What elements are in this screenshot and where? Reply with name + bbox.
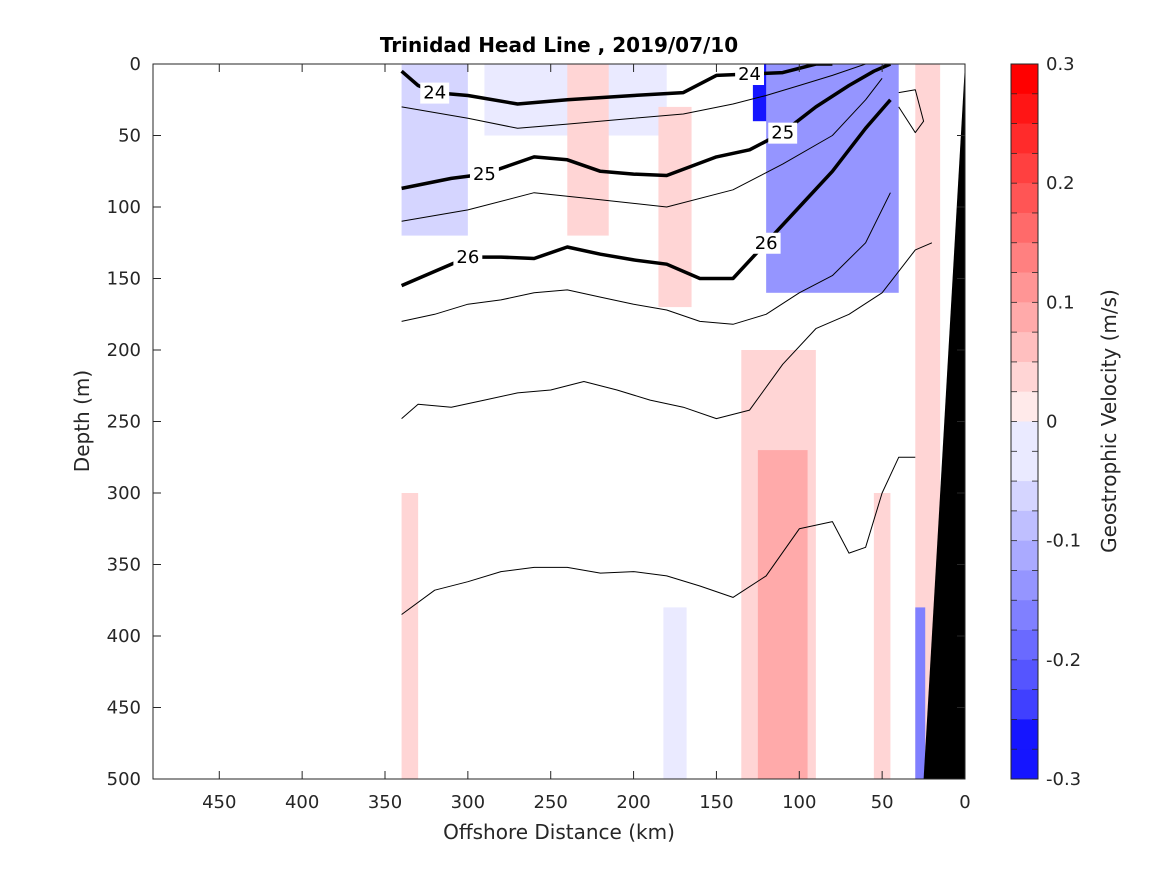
colorbar-level <box>1011 451 1038 482</box>
y-tick-label: 100 <box>107 197 141 218</box>
velocity-patch-8 <box>873 493 891 779</box>
colorbar-level <box>1011 689 1038 720</box>
contour-label-bg <box>751 232 781 254</box>
colorbar-tick-label: 0 <box>1046 412 1057 433</box>
y-tick-label: 400 <box>107 626 141 647</box>
colorbar-level <box>1011 630 1038 661</box>
velocity-patch-10 <box>401 493 419 779</box>
colorbar-level <box>1011 481 1038 512</box>
y-tick-label: 0 <box>130 54 141 75</box>
y-tick-label: 50 <box>118 126 141 147</box>
colorbar: 0.3 0.2 0.1 0 -0.1 -0.2 -0.3 <box>1010 54 1081 790</box>
colorbar-level <box>1011 212 1038 244</box>
colorbar-tick-label: -0.2 <box>1046 650 1081 671</box>
colorbar-frame <box>1010 63 1039 780</box>
chart-title: Trinidad Head Line , 2019/07/10 <box>380 33 738 57</box>
x-tick-label: 150 <box>699 792 733 813</box>
x-tick-label: 400 <box>285 792 319 813</box>
contour-label-25-0: 25 <box>473 164 496 185</box>
x-tick-label: 100 <box>782 792 816 813</box>
colorbar-level <box>1011 540 1038 571</box>
colorbar-tick-label: 0.2 <box>1046 173 1075 194</box>
colorbar-tick-label: 0.3 <box>1046 54 1075 75</box>
velocity-field <box>401 64 941 779</box>
x-tick-label: 300 <box>451 792 485 813</box>
contour-labels: 24 24 25 25 26 26 <box>420 64 798 269</box>
contour-label-26-1: 26 <box>755 233 778 254</box>
velocity-patch-7 <box>757 450 808 779</box>
y-tick-label: 200 <box>107 340 141 361</box>
colorbar-level <box>1011 600 1038 631</box>
isopycnal-26-3 <box>401 192 891 325</box>
contour-label-bg <box>453 247 483 269</box>
colorbar-level <box>1011 749 1038 780</box>
contour-label-bg <box>735 64 765 86</box>
x-tick-label: 0 <box>959 792 970 813</box>
colorbar-level <box>1011 64 1038 95</box>
plot-area <box>400 64 965 779</box>
y-axis-label: Depth (m) <box>70 370 94 472</box>
y-tick-label: 500 <box>107 769 141 790</box>
colorbar-level <box>1011 332 1038 363</box>
colorbar-level <box>1011 93 1038 125</box>
contour-label-bg <box>420 82 450 104</box>
colorbar-level <box>1011 153 1038 184</box>
x-tick-label: 350 <box>368 792 402 813</box>
isopycnal-24-5 <box>401 64 866 129</box>
isopycnal-26-7 <box>401 456 916 615</box>
x-tick-label: 50 <box>871 792 894 813</box>
colorbar-level <box>1011 391 1038 422</box>
colorbar-tick-label: 0.1 <box>1046 292 1075 313</box>
colorbar-level <box>1011 242 1038 274</box>
colorbar-level <box>1011 570 1038 601</box>
isopycnal-25 <box>401 64 892 191</box>
y-tick-label: 350 <box>107 555 141 576</box>
contour-label-24-1: 24 <box>738 64 761 85</box>
isopycnal-25-8 <box>898 89 925 134</box>
velocity-patch-4 <box>567 64 609 236</box>
x-axis: 450 400 350 300 250 200 150 100 50 0 <box>202 64 971 813</box>
isopycnal-26-5 <box>401 242 933 420</box>
velocity-patch-11 <box>663 607 687 779</box>
isopycnal-25-5 <box>401 77 883 222</box>
y-tick-label: 300 <box>107 483 141 504</box>
colorbar-level <box>1011 183 1038 214</box>
y-tick-label: 250 <box>107 412 141 433</box>
contour-label-25-1: 25 <box>771 123 794 144</box>
x-tick-label: 250 <box>534 792 568 813</box>
x-axis-label: Offshore Distance (km) <box>443 820 675 844</box>
velocity-patch-12 <box>915 607 926 779</box>
y-tick-label: 450 <box>107 698 141 719</box>
velocity-patch-1 <box>766 64 899 293</box>
contour-label-bg <box>469 164 499 186</box>
isopycnal-26 <box>400 98 892 288</box>
colorbar-tick-label: -0.3 <box>1046 769 1081 790</box>
colorbar-tick-label: -0.1 <box>1046 531 1081 552</box>
y-axis: 0 50 100 150 200 250 300 350 400 450 500 <box>107 54 965 790</box>
seafloor <box>923 64 965 779</box>
colorbar-level <box>1011 510 1038 542</box>
colorbar-label: Geostrophic Velocity (m/s) <box>1097 289 1121 553</box>
colorbar-level <box>1011 272 1038 303</box>
colorbar-level <box>1011 123 1038 154</box>
colorbar-level <box>1011 421 1038 452</box>
colorbar-level <box>1011 361 1038 393</box>
y-tick-label: 150 <box>107 269 141 290</box>
colorbar-level <box>1011 719 1038 750</box>
colorbar-level <box>1011 302 1038 333</box>
colorbar-level <box>1011 659 1038 691</box>
x-tick-label: 200 <box>616 792 650 813</box>
contour-label-26-0: 26 <box>456 247 479 268</box>
bathymetry <box>923 64 965 779</box>
contour-label-bg <box>768 122 798 144</box>
x-tick-label: 450 <box>202 792 236 813</box>
contour-label-24-0: 24 <box>423 83 446 104</box>
